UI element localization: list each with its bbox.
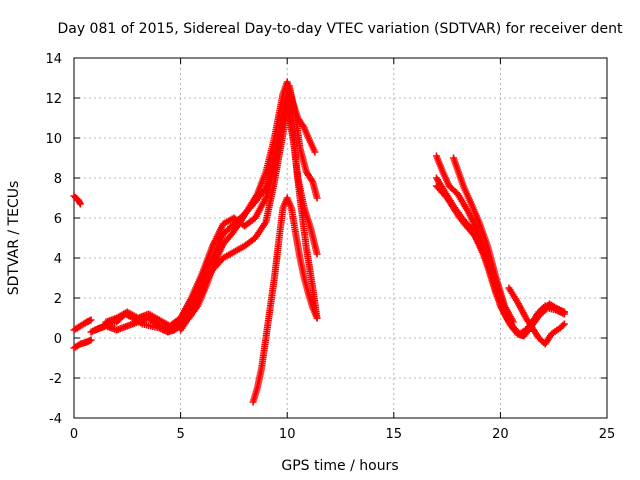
data-point (560, 310, 568, 318)
data-point (87, 316, 95, 324)
data-point (313, 314, 321, 322)
data-point (87, 336, 95, 344)
x-tick-label: 10 (279, 427, 296, 442)
series-track-g (177, 102, 321, 334)
y-tick-label: -4 (49, 412, 62, 427)
data-point (559, 321, 567, 329)
series-track-n (518, 304, 568, 338)
data-point (76, 200, 84, 208)
y-tick-label: 14 (45, 52, 62, 67)
y-tick-label: 12 (45, 92, 62, 107)
grid (74, 58, 607, 418)
series-track-b (70, 316, 95, 334)
x-tick-label: 15 (386, 427, 403, 442)
series-track-l (449, 154, 517, 326)
chart-title: Day 081 of 2015, Sidereal Day-to-day VTE… (57, 21, 623, 37)
x-axis-title: GPS time / hours (281, 458, 398, 474)
data-point (513, 328, 521, 336)
axis-ticks (73, 57, 608, 419)
y-tick-label: 4 (54, 252, 62, 267)
x-tick-label: 5 (176, 427, 184, 442)
data-point (311, 148, 319, 156)
series-track-f (102, 94, 321, 330)
y-tick-label: 8 (54, 172, 62, 187)
series-track-h (249, 194, 321, 406)
x-tick-label: 25 (599, 427, 616, 442)
data-point (509, 318, 517, 326)
series-track-a (70, 192, 84, 208)
data-point (313, 250, 321, 258)
y-axis-title: SDTVAR / TECUs (6, 181, 22, 296)
series-track-c (70, 336, 95, 352)
y-tick-label: 10 (45, 132, 62, 147)
data-point (560, 320, 568, 328)
data-point (313, 194, 321, 202)
x-tick-label: 20 (492, 427, 509, 442)
y-tick-label: -2 (49, 372, 62, 387)
y-tick-label: 2 (54, 292, 62, 307)
tick-labels: 0 5 10 15 20 25 -4 -2 0 2 4 6 8 10 12 14 (45, 52, 615, 442)
y-tick-label: 0 (54, 332, 62, 347)
x-tick-label: 0 (70, 427, 78, 442)
data-marks (70, 78, 568, 406)
plot-frame (73, 57, 608, 419)
y-tick-label: 6 (54, 212, 62, 227)
